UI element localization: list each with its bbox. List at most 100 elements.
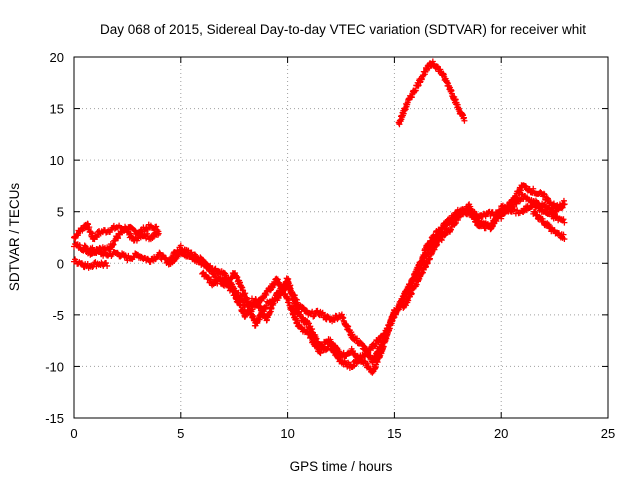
- data-point: [153, 223, 160, 230]
- y-tick-label: 15: [50, 102, 64, 117]
- data-point: [427, 255, 433, 262]
- y-tick-label: 0: [57, 256, 64, 271]
- y-tick-label: 5: [57, 205, 64, 220]
- data-point: [309, 308, 316, 315]
- data-point: [214, 280, 221, 287]
- y-tick-label: 10: [50, 153, 64, 168]
- data-point: [354, 335, 361, 342]
- data-point: [316, 349, 323, 356]
- data-point: [131, 227, 138, 234]
- data-point: [461, 117, 468, 124]
- x-tick-label: 15: [387, 426, 401, 441]
- x-tick-label: 25: [601, 426, 615, 441]
- data-point: [559, 204, 566, 211]
- data-point: [530, 185, 537, 192]
- series-arc-c: [71, 256, 111, 271]
- x-tick-label: 5: [177, 426, 184, 441]
- data-point: [540, 190, 547, 197]
- x-axis-label: GPS time / hours: [290, 459, 393, 474]
- data-point: [353, 360, 360, 367]
- data-point: [400, 110, 407, 117]
- data-point: [411, 274, 418, 281]
- data-point: [523, 183, 530, 190]
- data-point: [372, 341, 379, 348]
- data-point: [365, 349, 372, 356]
- data-point: [115, 235, 122, 242]
- data-point: [438, 237, 445, 244]
- data-point: [421, 252, 428, 259]
- data-point: [147, 258, 154, 265]
- data-point: [317, 350, 324, 357]
- y-tick-label: -10: [45, 359, 64, 374]
- data-point: [436, 228, 443, 235]
- data-point: [341, 357, 348, 364]
- data-point: [541, 202, 548, 209]
- data-point: [413, 270, 420, 277]
- data-point: [561, 236, 568, 243]
- data-point: [502, 204, 509, 211]
- data-point: [103, 260, 110, 267]
- data-point: [556, 230, 563, 237]
- data-point: [192, 251, 199, 258]
- data-point: [531, 208, 538, 215]
- data-point: [228, 275, 235, 282]
- data-point: [154, 231, 161, 238]
- data-point: [511, 206, 518, 213]
- data-point: [310, 313, 317, 320]
- data-point: [462, 210, 469, 217]
- data-point: [506, 205, 513, 212]
- data-point: [349, 331, 356, 338]
- x-tick-label: 10: [280, 426, 294, 441]
- data-point: [560, 201, 567, 208]
- data-point: [560, 231, 567, 238]
- data-point: [311, 312, 318, 319]
- data-point: [538, 189, 545, 196]
- data-point: [513, 200, 520, 207]
- data-point: [350, 363, 357, 370]
- y-tick-label: -15: [45, 411, 64, 426]
- data-point: [211, 270, 218, 277]
- data-point: [446, 219, 453, 226]
- data-point: [364, 360, 371, 367]
- y-tick-label: -5: [52, 308, 64, 323]
- data-point: [362, 352, 369, 359]
- data-point: [438, 236, 445, 243]
- data-point: [294, 317, 301, 324]
- data-point: [85, 221, 92, 228]
- data-point: [169, 255, 176, 262]
- data-point: [134, 235, 141, 242]
- data-point: [551, 227, 558, 234]
- data-point: [162, 254, 169, 261]
- data-point: [177, 242, 184, 249]
- data-point: [104, 262, 111, 269]
- y-tick-labels: -15 -10 -5 0 5 10 15 20: [45, 50, 64, 426]
- y-axis-label: SDTVAR / TECUs: [7, 183, 22, 292]
- data-point: [299, 315, 306, 322]
- series-arc-i: [498, 198, 568, 226]
- x-tick-labels: 0 5 10 15 20 25: [70, 426, 615, 441]
- data-point: [487, 212, 494, 219]
- data-point: [545, 221, 552, 228]
- data-point: [429, 237, 436, 244]
- data-point: [318, 310, 325, 317]
- data-point: [533, 200, 540, 207]
- axis-ticks: [73, 56, 609, 419]
- data-point: [434, 241, 441, 248]
- y-tick-label: 20: [50, 50, 64, 65]
- chart-title: Day 068 of 2015, Sidereal Day-to-day VTE…: [100, 22, 586, 37]
- data-point: [412, 87, 419, 94]
- x-tick-label: 0: [70, 426, 77, 441]
- data-point: [455, 211, 462, 218]
- series-arc-j: [530, 208, 568, 243]
- data-point: [560, 216, 567, 223]
- data-point: [248, 306, 255, 313]
- series-arc-k: [395, 58, 468, 128]
- data-point: [89, 264, 96, 271]
- data-point: [371, 342, 378, 349]
- data-point: [155, 230, 162, 237]
- data-point: [156, 249, 163, 256]
- data-point: [314, 307, 321, 314]
- data-point: [89, 244, 96, 251]
